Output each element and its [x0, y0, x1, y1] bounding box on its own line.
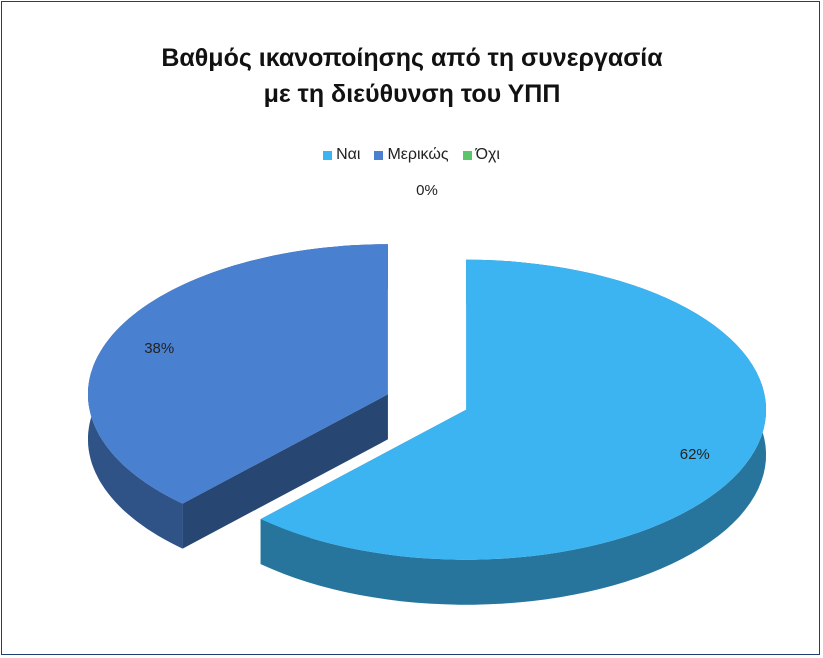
slice-shade [182, 394, 388, 549]
legend-label: Μερικώς [387, 146, 449, 163]
legend-swatch [374, 150, 384, 160]
data-label: 38% [144, 340, 174, 357]
slice-side [260, 259, 766, 605]
pie [88, 244, 766, 605]
slice [260, 259, 766, 560]
slice-side [182, 394, 388, 549]
legend-swatch [323, 150, 333, 160]
legend-label: Όχι [475, 146, 500, 163]
slice-shade [260, 259, 766, 605]
data-label: 62% [680, 446, 710, 463]
chart-title: Βαθμός ικανοποίησης από τη συνεργασία με… [161, 44, 663, 108]
data-label: 0% [416, 182, 438, 199]
legend: Ναι Μερικώς Όχι [2, 146, 821, 164]
slice [88, 244, 388, 504]
legend-item: Μερικώς [374, 146, 449, 164]
legend-swatch [462, 150, 472, 160]
legend-item: Όχι [462, 146, 500, 164]
legend-label: Ναι [336, 146, 361, 163]
legend-item: Ναι [323, 146, 360, 164]
